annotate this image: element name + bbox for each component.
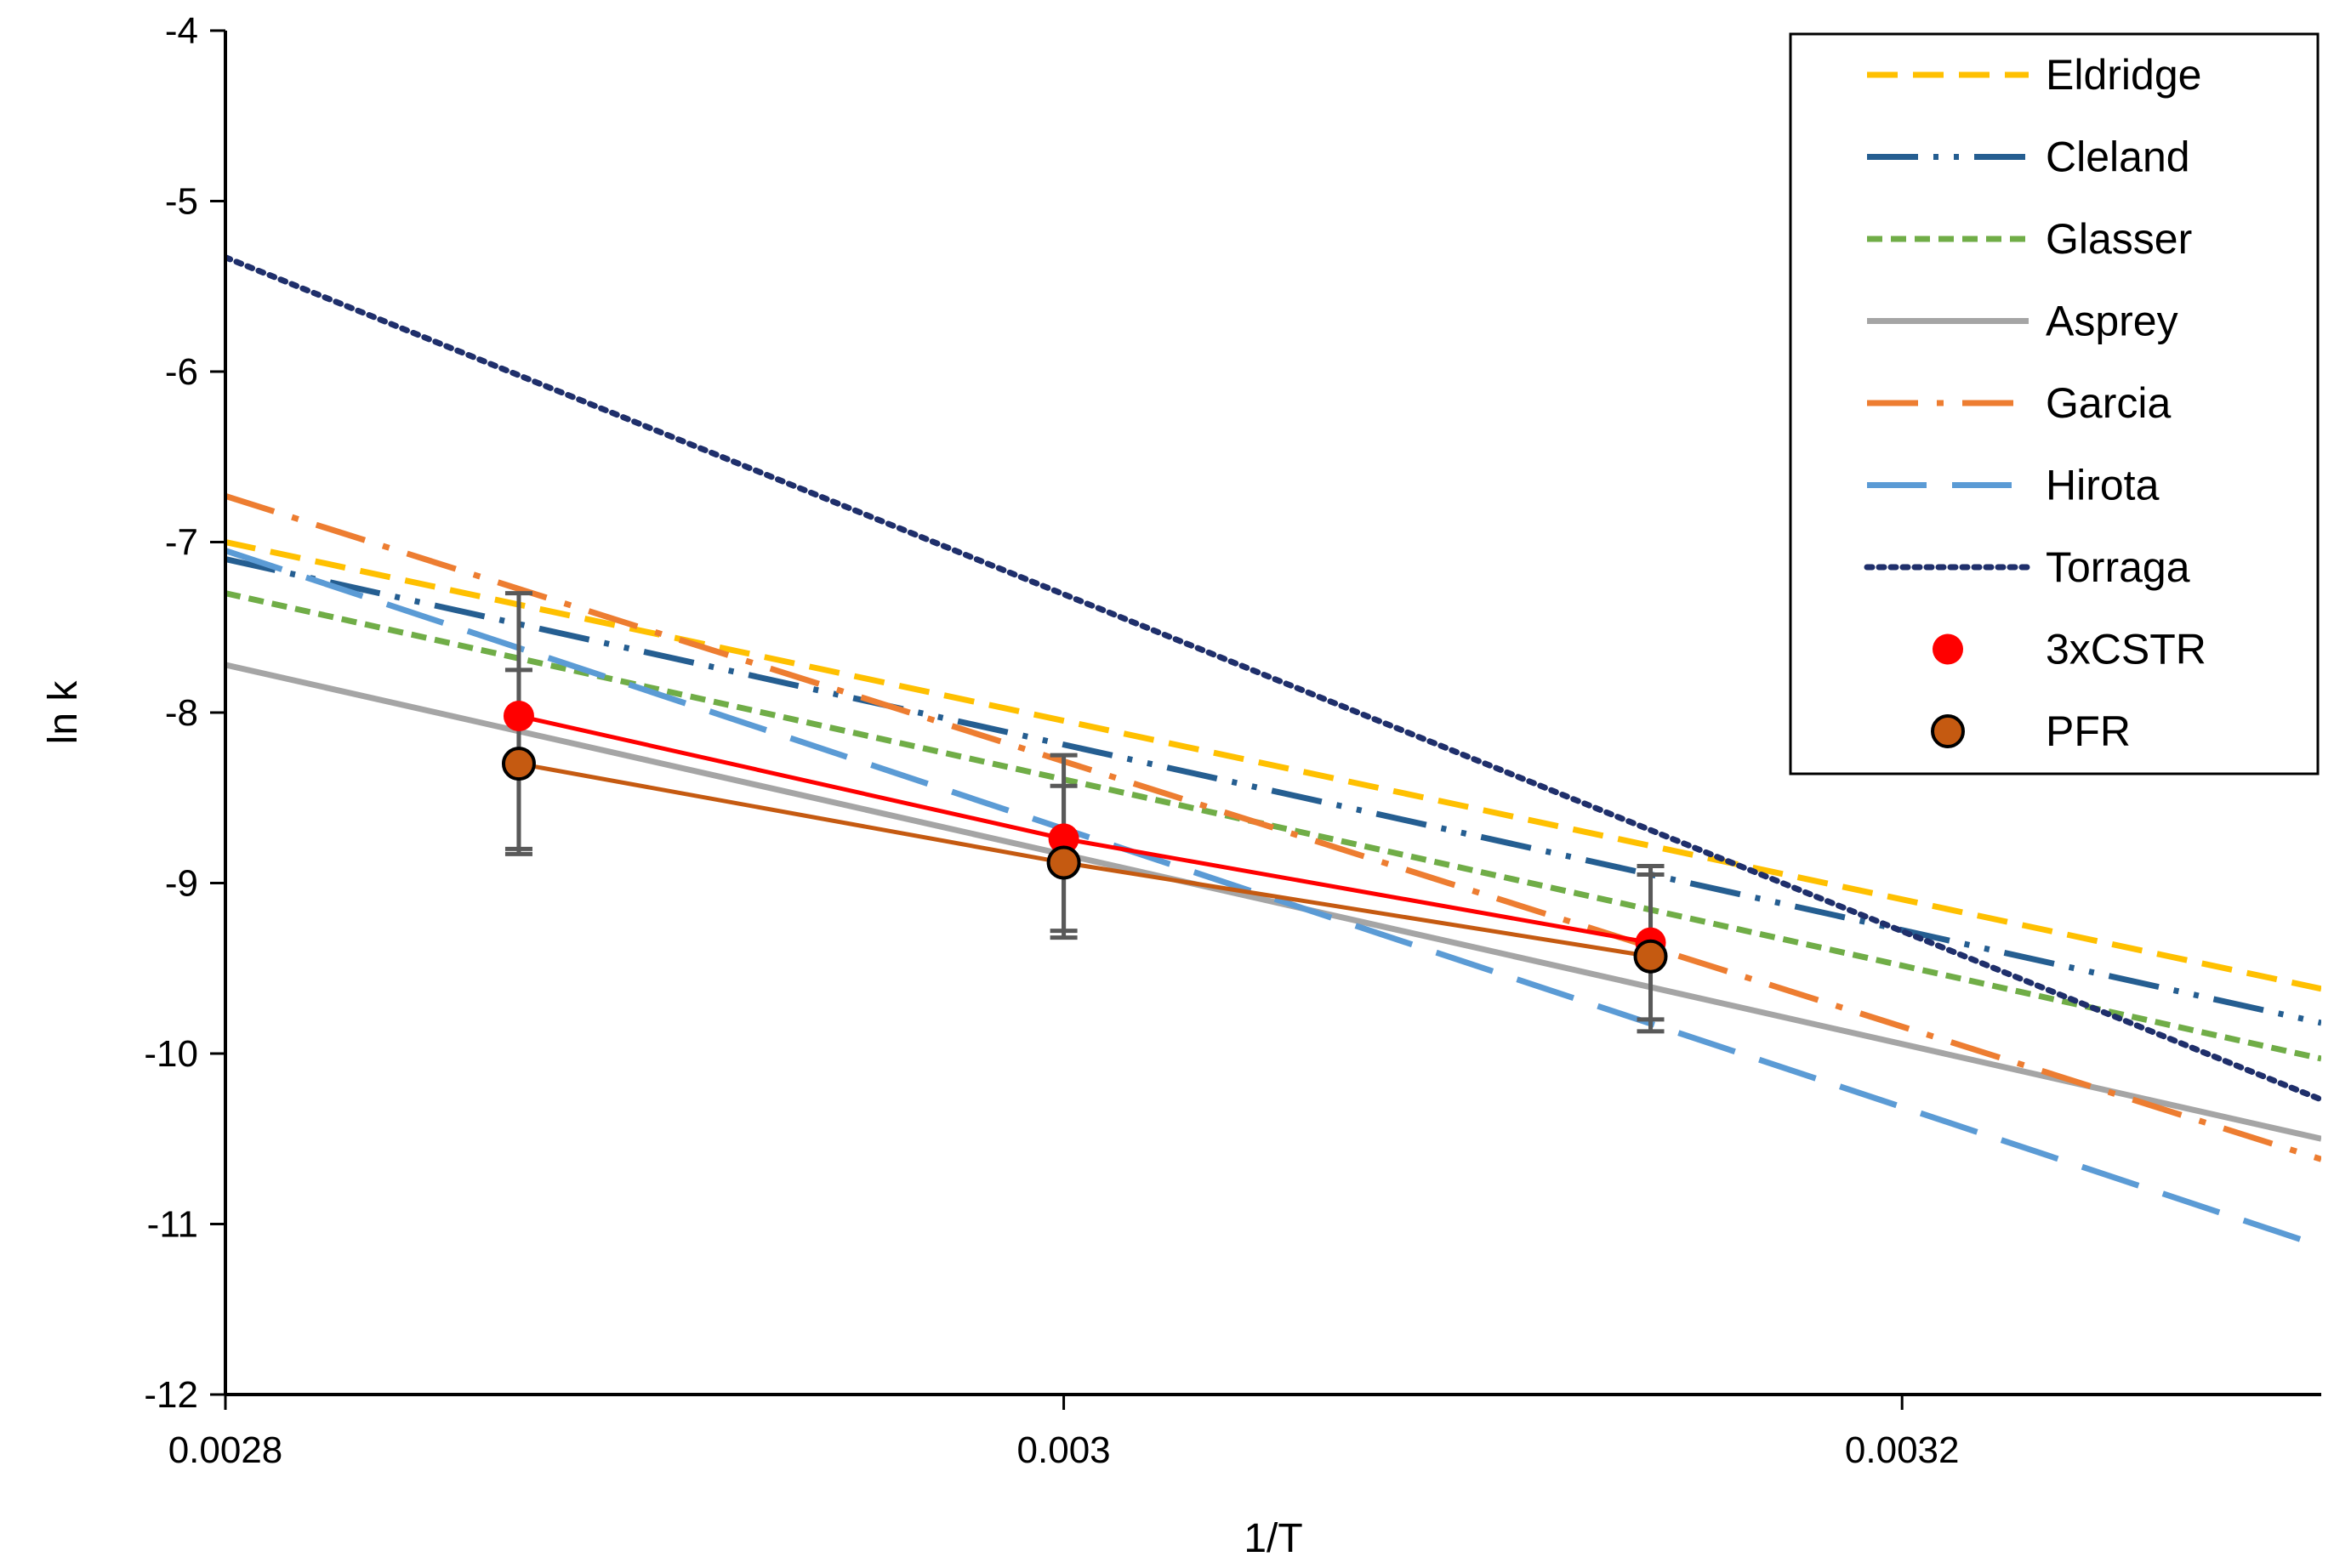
- series-line-garcia: [225, 493, 2321, 1162]
- x-tick-label: 0.003: [1017, 1429, 1111, 1471]
- y-tick-label: -12: [144, 1374, 198, 1416]
- legend-label-hirota: Hirota: [2046, 462, 2160, 509]
- data-point-pfr: [501, 747, 536, 781]
- legend-swatch-3xcstr: [1933, 633, 1963, 665]
- legend-swatch-pfr: [1931, 714, 1965, 748]
- x-axis-title: 1/T: [1244, 1516, 1302, 1561]
- y-tick-label: -9: [165, 863, 198, 905]
- y-tick-label: -8: [165, 692, 198, 734]
- series-line-hirota: [225, 548, 2321, 1249]
- y-tick-label: -6: [165, 351, 198, 393]
- x-ticks: 0.0028 0.003 0.0032: [168, 1395, 1960, 1471]
- series-line-eldridge: [225, 539, 2321, 992]
- y-tick-label: -4: [165, 10, 198, 52]
- data-point-pfr: [1633, 939, 1668, 974]
- series-lines: [225, 254, 2321, 1249]
- legend-label-torraga: Torraga: [2046, 543, 2190, 591]
- data-point-pfr: [1046, 845, 1081, 880]
- data-markers: [501, 701, 1668, 974]
- legend-label-eldridge: Eldridge: [2046, 51, 2201, 99]
- y-tick-label: -11: [147, 1204, 198, 1246]
- legend-label-asprey: Asprey: [2046, 298, 2178, 345]
- y-ticks: -4 -5 -6 -7 -8 -9 -10 -11 -12: [144, 10, 225, 1416]
- legend-label-glasser: Glasser: [2046, 215, 2192, 263]
- x-tick-label: 0.0028: [168, 1429, 283, 1471]
- data-point-3xcstr: [503, 701, 534, 732]
- data-point-3xcstr: [1048, 823, 1079, 855]
- series-line-cleland: [225, 556, 2321, 1026]
- series-line-asprey: [225, 662, 2321, 1142]
- y-tick-label: -10: [144, 1033, 198, 1075]
- legend-label-pfr: PFR: [2046, 707, 2131, 755]
- x-tick-label: 0.0032: [1845, 1429, 1960, 1471]
- y-tick-label: -7: [165, 522, 198, 564]
- y-axis-title: ln k: [41, 680, 86, 745]
- legend-label-3xcstr: 3xCSTR: [2046, 626, 2206, 673]
- y-tick-label: -5: [165, 181, 198, 223]
- legend: Eldridge Cleland Glasser Asprey Garcia Hirota…: [1789, 32, 2320, 775]
- series-line-torraga: [225, 254, 2321, 1103]
- legend-label-garcia: Garcia: [2046, 379, 2171, 427]
- legend-label-cleland: Cleland: [2046, 134, 2190, 181]
